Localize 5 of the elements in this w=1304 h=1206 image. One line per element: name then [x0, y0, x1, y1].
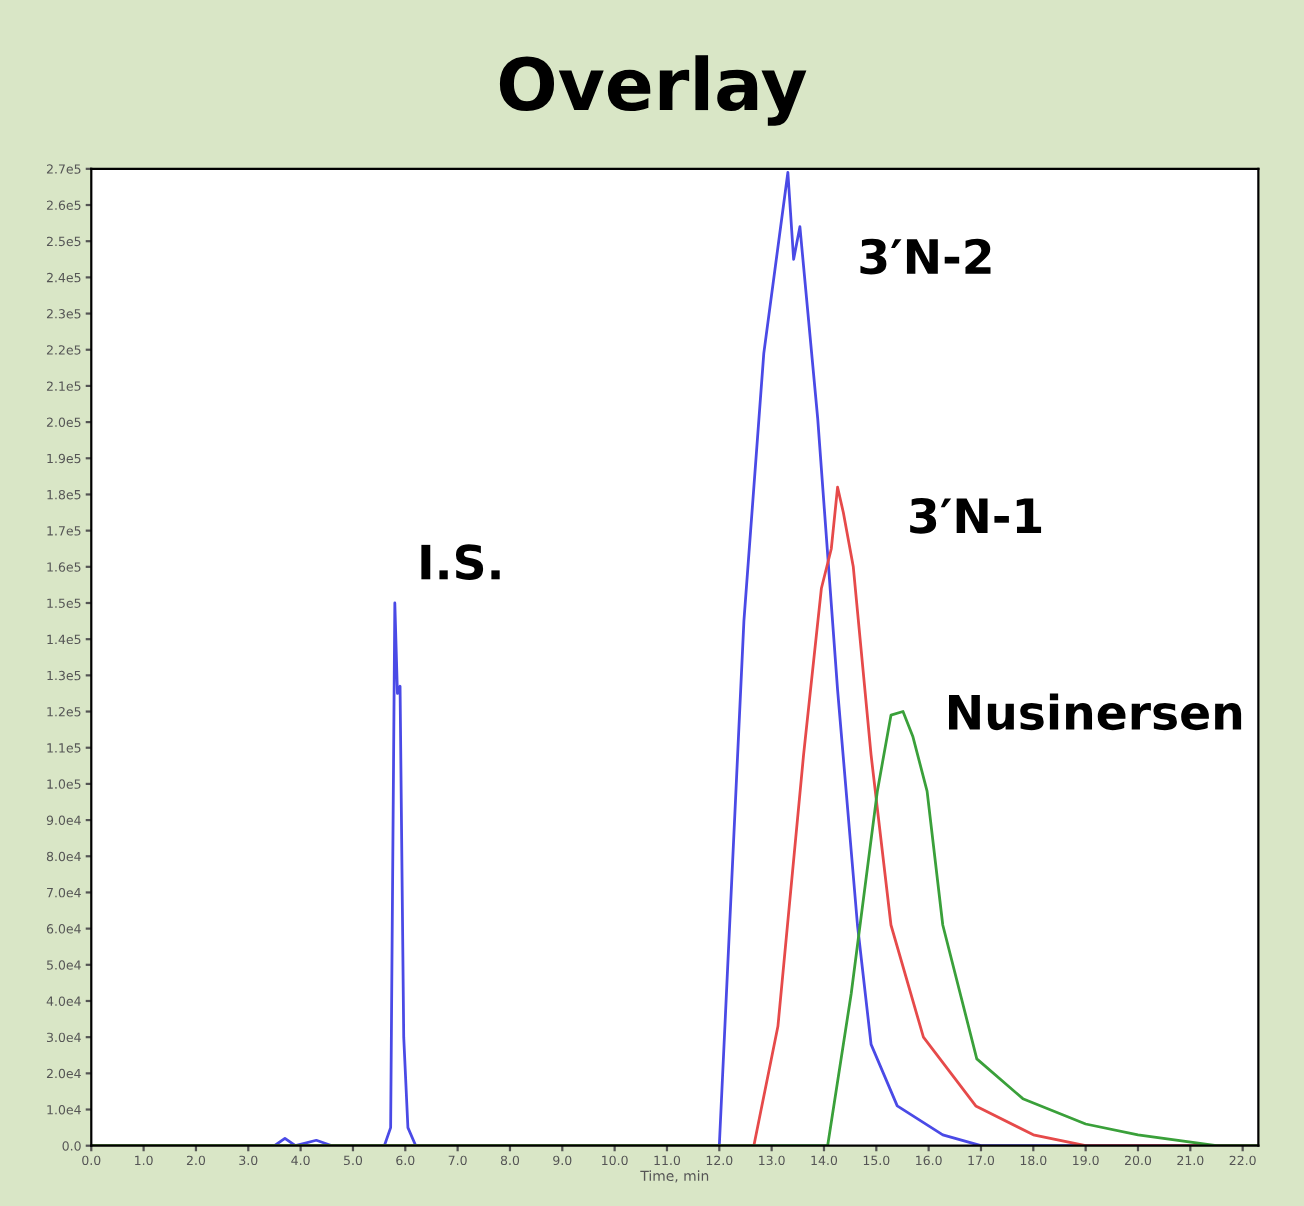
- chart-title: Overlay: [499, 55, 807, 126]
- annotation: 3′N-2: [860, 238, 991, 275]
- annotation: 3′N-1: [910, 497, 1042, 534]
- annotation: I.S.: [421, 544, 500, 580]
- annotation: Nusinersen: [949, 693, 1242, 731]
